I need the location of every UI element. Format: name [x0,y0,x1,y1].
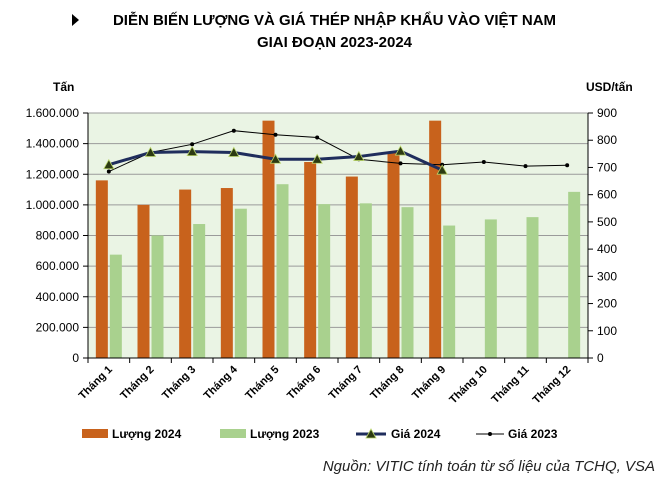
x-tick-label: Tháng 3 [160,364,198,402]
x-tick-label: Tháng 5 [243,364,281,402]
right-tick-label: 900 [597,106,617,120]
point-gia-2024 [311,153,323,164]
point-gia-2023 [273,132,278,137]
bar-luong-2023 [318,204,331,358]
x-tick-label: Tháng 12 [531,364,574,407]
bar-luong-2024 [345,176,358,358]
point-gia-2023 [523,164,528,169]
point-gia-2023 [231,128,236,133]
legend-label-luong-2023: Lượng 2023 [250,427,320,441]
point-gia-2024 [353,150,365,161]
legend-label-gia-2024: Giá 2024 [391,427,441,441]
x-tick-label: Tháng 6 [285,364,323,402]
point-gia-2023 [565,163,570,168]
point-gia-2024 [269,153,282,164]
left-tick-label: 600.000 [36,259,80,273]
legend-marker-gia-2023 [488,432,492,436]
chart-title-line1: DIỄN BIẾN LƯỢNG VÀ GIÁ THÉP NHẬP KHẨU VÀ… [112,12,557,29]
right-tick-label: 700 [597,160,617,174]
x-tick-label: Tháng 10 [447,364,490,407]
bar-luong-2023 [568,191,581,358]
bar-luong-2023 [276,184,289,358]
chart-title-line2: GIAI ĐOẠN 2023-2024 [256,34,413,51]
x-tick-label: Tháng 7 [327,364,365,402]
bar-luong-2023 [401,207,414,358]
left-tick-label: 400.000 [36,290,80,304]
source-note: Nguồn: VITIC tính toán từ số liệu của TC… [322,458,655,475]
point-gia-2024 [436,164,448,175]
bar-luong-2023 [151,235,164,358]
x-tick-label: Tháng 9 [410,364,448,402]
chart-title: DIỄN BIẾN LƯỢNG VÀ GIÁ THÉP NHẬP KHẨU VÀ… [0,10,669,54]
legend-swatch-luong-2023 [220,429,246,438]
bar-luong-2023 [193,224,206,358]
x-tick-label: Tháng 8 [368,364,406,402]
legend-label-gia-2023: Giá 2023 [508,427,558,441]
point-gia-2024 [228,146,240,157]
left-tick-label: 1.600.000 [26,106,80,120]
bar-luong-2023 [443,225,456,358]
line-gia-2023 [108,130,568,172]
bar-luong-2024 [387,152,400,358]
left-tick-label: 200.000 [36,320,80,334]
right-tick-label: 100 [597,324,617,338]
bar-luong-2023 [484,219,497,358]
y-axis-left-label: Tấn [53,80,74,94]
bar-luong-2024 [220,188,233,358]
left-tick-label: 800.000 [36,229,80,243]
point-gia-2024 [103,158,115,170]
left-tick-label: 1.200.000 [26,167,80,181]
x-tick-label: Tháng 2 [118,364,156,402]
point-gia-2023 [106,169,111,174]
point-gia-2024 [144,146,157,157]
bar-luong-2023 [526,217,539,358]
point-gia-2023 [481,160,486,164]
bar-luong-2023 [234,208,247,358]
bar-luong-2024 [179,189,192,358]
legend-marker-gia-2024 [365,428,377,439]
legend-swatch-luong-2024 [82,429,108,438]
right-tick-label: 500 [597,215,617,229]
right-tick-label: 800 [597,133,617,147]
bar-luong-2024 [95,180,108,358]
left-tick-label: 1.000.000 [26,198,80,212]
point-gia-2023 [315,135,320,140]
left-tick-label: 1.400.000 [26,137,80,151]
bar-luong-2024 [137,204,150,358]
right-tick-label: 200 [597,297,617,311]
left-tick-label: 0 [72,351,79,365]
y-axis-right-label: USD/tấn [586,80,633,94]
bar-luong-2023 [359,203,372,358]
bar-luong-2024 [262,120,275,358]
point-gia-2023 [398,161,403,166]
legend-label-luong-2024: Lượng 2024 [112,427,182,441]
right-tick-label: 400 [597,242,617,256]
bullet-triangle-icon [72,14,79,26]
point-gia-2024 [186,145,198,157]
right-tick-label: 300 [597,269,617,283]
right-tick-label: 600 [597,188,617,202]
x-tick-label: Tháng 11 [489,364,531,406]
point-gia-2024 [394,145,407,156]
bar-luong-2023 [109,254,122,358]
right-tick-label: 0 [597,351,604,365]
x-tick-label: Tháng 1 [77,364,115,402]
bar-luong-2024 [304,162,317,358]
point-gia-2023 [190,142,195,147]
x-tick-label: Tháng 4 [202,363,241,402]
bar-luong-2024 [429,120,442,358]
